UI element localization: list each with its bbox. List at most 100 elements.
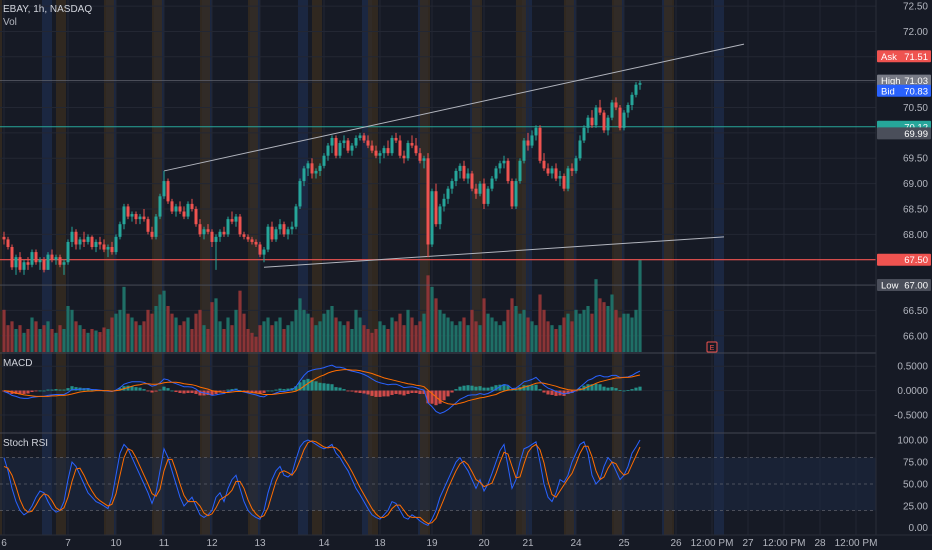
candle-body[interactable] — [514, 181, 518, 207]
candle-body[interactable] — [274, 229, 278, 240]
candle-body[interactable] — [94, 241, 98, 248]
candle-body[interactable] — [526, 140, 530, 146]
candle-body[interactable] — [546, 168, 550, 174]
candle-body[interactable] — [98, 241, 102, 245]
price-pane[interactable] — [0, 43, 876, 352]
candle-body[interactable] — [66, 241, 70, 263]
candle-body[interactable] — [230, 219, 234, 222]
candle-body[interactable] — [178, 206, 182, 212]
candle-body[interactable] — [250, 239, 254, 242]
candle-body[interactable] — [530, 135, 534, 146]
candle-body[interactable] — [498, 163, 502, 169]
candle-body[interactable] — [426, 158, 430, 245]
candle-body[interactable] — [618, 107, 622, 128]
candle-body[interactable] — [582, 127, 586, 141]
candle-body[interactable] — [118, 224, 122, 237]
candle-body[interactable] — [502, 160, 506, 164]
candle-body[interactable] — [50, 254, 54, 260]
candle-body[interactable] — [430, 191, 434, 245]
candle-body[interactable] — [22, 262, 26, 270]
candle-body[interactable] — [42, 259, 46, 270]
candle-body[interactable] — [174, 206, 178, 212]
candle-body[interactable] — [18, 257, 22, 270]
candle-body[interactable] — [406, 143, 410, 159]
candle-body[interactable] — [10, 247, 14, 268]
candle-body[interactable] — [146, 219, 150, 232]
candle-body[interactable] — [6, 239, 10, 248]
candle-body[interactable] — [298, 181, 302, 207]
candle-body[interactable] — [534, 127, 538, 136]
earnings-marker-icon[interactable] — [706, 341, 718, 353]
candle-body[interactable] — [438, 206, 442, 225]
candle-body[interactable] — [190, 203, 194, 209]
candle-body[interactable] — [446, 188, 450, 199]
candle-body[interactable] — [38, 259, 42, 263]
candle-body[interactable] — [322, 155, 326, 166]
candle-body[interactable] — [538, 127, 542, 161]
candle-body[interactable] — [258, 244, 262, 255]
candle-body[interactable] — [14, 257, 18, 268]
candle-body[interactable] — [394, 137, 398, 141]
candle-body[interactable] — [2, 236, 6, 240]
candle-body[interactable] — [114, 236, 118, 253]
candle-body[interactable] — [474, 188, 478, 194]
candle-body[interactable] — [622, 112, 626, 128]
candle-body[interactable] — [554, 168, 558, 179]
macd-pane[interactable] — [0, 364, 876, 416]
candle-body[interactable] — [110, 247, 114, 253]
candle-body[interactable] — [486, 188, 490, 204]
candle-body[interactable] — [610, 102, 614, 118]
price-badge[interactable] — [877, 253, 931, 266]
candle-body[interactable] — [558, 176, 562, 179]
candle-body[interactable] — [402, 155, 406, 159]
candle-body[interactable] — [482, 183, 486, 204]
lower-trendline[interactable] — [263, 236, 725, 268]
candle-body[interactable] — [270, 226, 274, 240]
candle-body[interactable] — [442, 198, 446, 207]
candle-body[interactable] — [362, 135, 366, 141]
candle-body[interactable] — [506, 160, 510, 182]
candle-body[interactable] — [418, 153, 422, 161]
candle-body[interactable] — [246, 236, 250, 240]
candle-body[interactable] — [30, 252, 34, 265]
volume-label[interactable]: Vol — [3, 17, 17, 28]
candle-body[interactable] — [154, 216, 158, 237]
candle-body[interactable] — [106, 247, 110, 250]
candle-body[interactable] — [134, 214, 138, 220]
candle-body[interactable] — [218, 231, 222, 237]
candle-body[interactable] — [630, 94, 634, 105]
candle-body[interactable] — [70, 231, 74, 242]
candle-body[interactable] — [334, 137, 338, 156]
price-badge[interactable] — [877, 50, 931, 63]
candle-body[interactable] — [386, 148, 390, 154]
candle-body[interactable] — [478, 183, 482, 194]
candle-body[interactable] — [166, 181, 170, 202]
candle-body[interactable] — [574, 158, 578, 171]
candle-body[interactable] — [214, 236, 218, 242]
candle-body[interactable] — [198, 224, 202, 235]
candle-body[interactable] — [62, 262, 66, 265]
macd-title[interactable]: MACD — [3, 358, 32, 369]
candle-body[interactable] — [458, 165, 462, 171]
candle-body[interactable] — [82, 239, 86, 242]
price-badge[interactable] — [877, 84, 931, 97]
candle-body[interactable] — [186, 203, 190, 217]
candle-body[interactable] — [562, 176, 566, 189]
candle-body[interactable] — [138, 216, 142, 220]
candle-body[interactable] — [182, 211, 186, 217]
candle-body[interactable] — [86, 236, 90, 242]
candle-body[interactable] — [550, 168, 554, 174]
candle-body[interactable] — [374, 150, 378, 156]
candle-body[interactable] — [518, 160, 522, 182]
candle-body[interactable] — [102, 244, 106, 250]
candle-body[interactable] — [306, 163, 310, 169]
candle-body[interactable] — [194, 208, 198, 225]
candle-body[interactable] — [542, 160, 546, 169]
candle-body[interactable] — [314, 170, 318, 174]
candle-body[interactable] — [510, 181, 514, 207]
price-badge[interactable] — [877, 74, 931, 87]
candle-body[interactable] — [278, 224, 282, 230]
stoch-rsi-title[interactable]: Stoch RSI — [3, 438, 48, 449]
candle-body[interactable] — [34, 252, 38, 263]
candle-body[interactable] — [238, 216, 242, 235]
